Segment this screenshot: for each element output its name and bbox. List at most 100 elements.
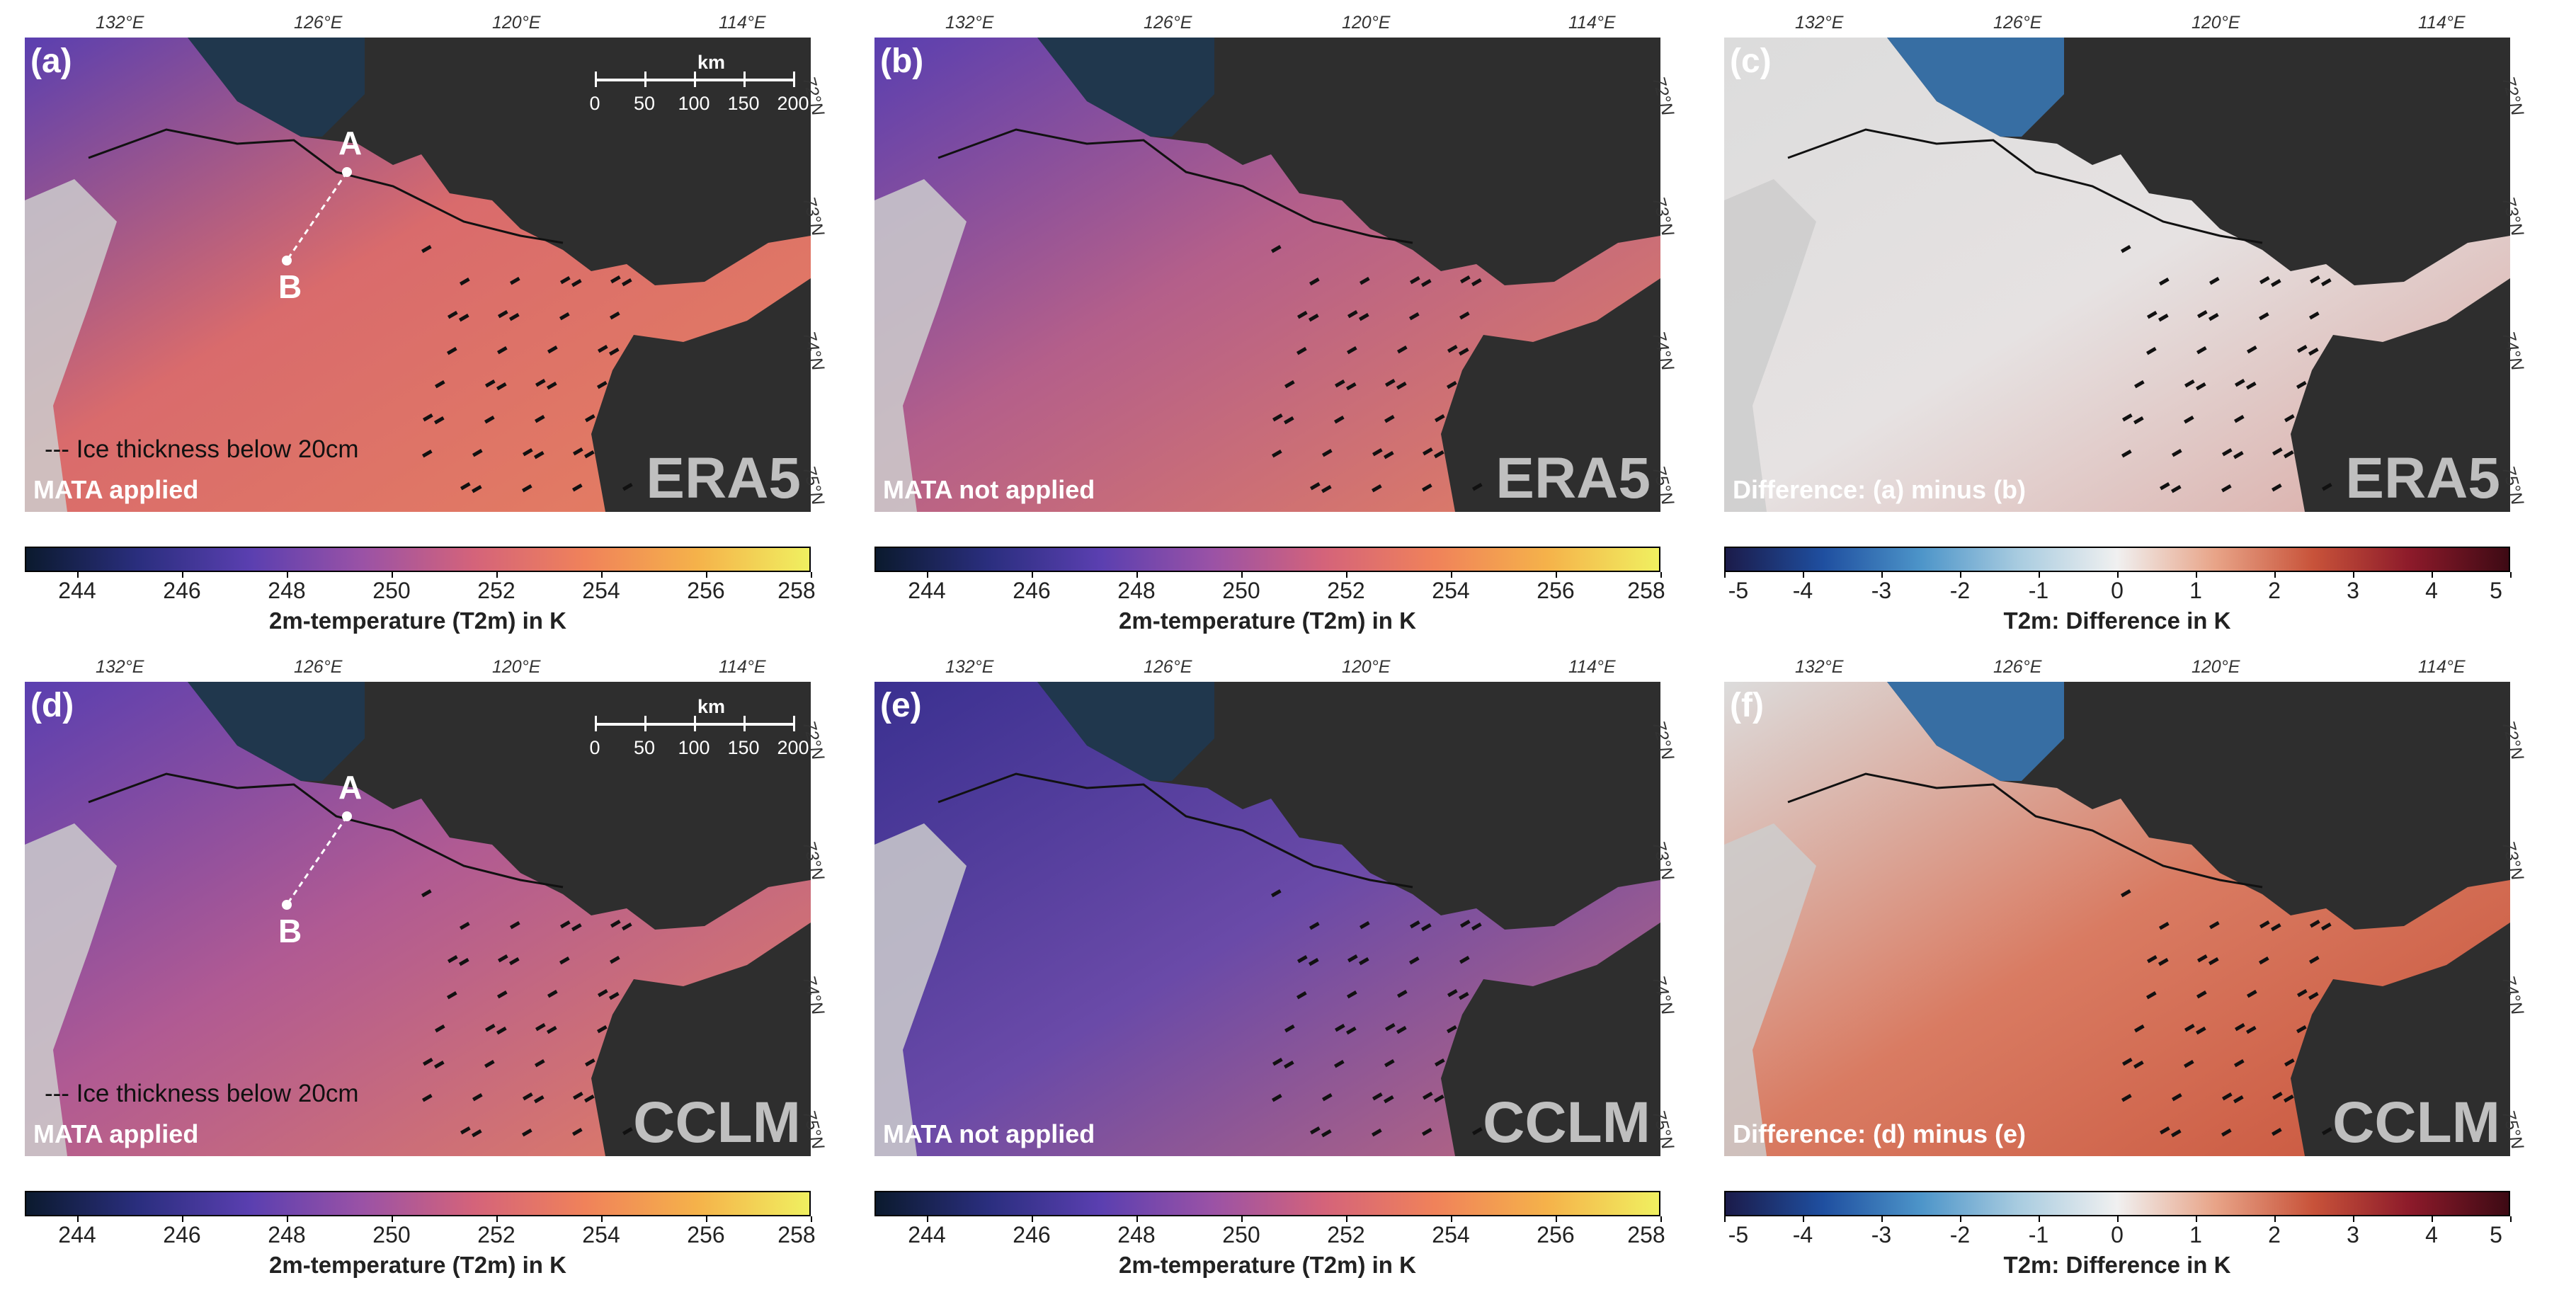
lead-mark <box>1385 379 1396 387</box>
colorbar-tick-label: 252 <box>1327 578 1365 603</box>
lead-mark <box>2209 921 2220 930</box>
longitude-label: 132°E <box>1795 657 1844 677</box>
lead-mark <box>2170 1129 2182 1138</box>
colorbar-tick-mark <box>1660 1216 1662 1222</box>
lead-mark <box>1284 380 1295 389</box>
colorbar-tick-mark <box>2353 572 2354 578</box>
colorbar-tick-mark <box>1803 1216 1804 1222</box>
colorbar <box>1724 1191 2510 1216</box>
longitude-label: 126°E <box>1144 13 1192 33</box>
colorbar-label: 2m-temperature (T2m) in K <box>1119 607 1416 634</box>
lead-mark <box>1334 1060 1345 1068</box>
lead-mark <box>535 415 545 423</box>
lead-mark <box>2247 990 2257 998</box>
lead-mark <box>2146 991 2157 1000</box>
colorbar-tick-label: 5 <box>2490 578 2502 603</box>
colorbar-label: T2m: Difference in K <box>2003 1252 2231 1278</box>
colorbar-tick-mark <box>1241 572 1243 578</box>
colorbar-tick-label: 254 <box>582 1222 620 1247</box>
lead-mark <box>1359 957 1369 966</box>
lead-mark <box>498 954 508 963</box>
lead-mark <box>2196 1027 2206 1035</box>
lead-mark <box>2159 922 2170 930</box>
ice-thickness-legend: --- Ice thickness below 20cm <box>45 1080 359 1107</box>
lead-mark <box>2320 923 2332 931</box>
lead-mark <box>2121 889 2131 898</box>
landmass <box>874 682 1660 1156</box>
lead-mark <box>547 1026 557 1034</box>
lead-mark <box>1459 347 1469 356</box>
lead-mark <box>2170 485 2182 493</box>
lead-mark <box>523 1092 533 1101</box>
colorbar <box>874 1191 1660 1216</box>
lead-mark <box>1309 277 1320 286</box>
model-name: CCLM <box>1483 1090 1651 1155</box>
lead-mark <box>1334 1024 1345 1032</box>
colorbar-tick-mark <box>1346 572 1347 578</box>
lead-mark <box>1423 447 1433 456</box>
lead-mark <box>1296 991 1307 1000</box>
lead-mark <box>510 921 520 930</box>
scale-tick <box>644 716 646 731</box>
lead-mark <box>2234 415 2245 423</box>
colorbar-tick-mark <box>392 572 393 578</box>
colorbar-tick-label: 5 <box>2490 1222 2502 1247</box>
colorbar-tick-label: -5 <box>1728 578 1749 603</box>
point-a-marker <box>342 167 352 177</box>
colorbar-tick-label: 0 <box>2111 578 2124 603</box>
panel-caption: MATA applied <box>33 475 199 504</box>
colorbar-tick-label: 1 <box>2189 1222 2202 1247</box>
longitude-label: 114°E <box>719 657 766 677</box>
lead-mark <box>2121 450 2132 458</box>
scale-tick-label: 50 <box>633 737 656 758</box>
scale-tick <box>793 72 795 87</box>
colorbar-tick-mark <box>1451 572 1452 578</box>
lead-mark <box>1372 448 1383 457</box>
lead-mark <box>1359 313 1369 321</box>
lead-mark <box>571 279 582 287</box>
lead-mark <box>421 245 432 253</box>
colorbar-tick-mark <box>2510 572 2512 578</box>
colorbar-tick-mark <box>2432 1216 2433 1222</box>
colorbar-tick-label: 244 <box>58 1222 96 1247</box>
lead-mark <box>2309 919 2320 928</box>
colorbar-tick-mark <box>2510 1216 2512 1222</box>
lead-mark <box>1422 484 1432 492</box>
lead-mark <box>585 414 595 423</box>
lead-mark <box>2146 311 2158 319</box>
colorbar-tick-mark <box>1556 572 1557 578</box>
lead-mark <box>1346 1027 1357 1035</box>
colorbar-tick-mark <box>2274 1216 2276 1222</box>
lead-mark <box>1309 958 1319 966</box>
lead-mark <box>1459 919 1471 928</box>
lead-mark <box>1372 1128 1382 1137</box>
colorbar-tick-label: 250 <box>372 578 411 603</box>
model-name: ERA5 <box>2345 446 2500 510</box>
lead-mark <box>1397 345 1408 354</box>
northern-shelf <box>1887 38 2064 137</box>
colorbar-tick-mark <box>2196 572 2197 578</box>
map-panel-c: 132°E 126°E 120°E 114°E (c) Difference: (a) m… <box>1724 0 2527 634</box>
lead-mark <box>434 1061 445 1069</box>
lead-mark <box>2296 381 2307 389</box>
lead-mark <box>2146 955 2158 964</box>
lead-mark <box>2122 413 2133 422</box>
lead-mark <box>2247 345 2257 354</box>
landmass <box>874 38 1660 512</box>
colorbar-tick-label: 256 <box>1537 578 1575 603</box>
lead-mark <box>459 313 469 322</box>
map-area: (d) MATA applied CCLM --- Ice thickness bel… <box>25 682 811 1156</box>
scale-tick <box>743 716 746 731</box>
map-area: (c) Difference: (a) minus (b) ERA5 <box>1724 38 2510 512</box>
colorbar-tick-label: 3 <box>2347 578 2359 603</box>
lead-mark <box>472 1129 482 1138</box>
lead-mark <box>610 919 621 928</box>
lead-mark <box>1459 956 1470 964</box>
lead-mark <box>2272 1128 2282 1136</box>
colorbar-tick-mark <box>2039 1216 2040 1222</box>
lead-mark <box>2234 1059 2245 1068</box>
ice-thickness-contour <box>937 772 1413 889</box>
lead-mark <box>497 990 508 999</box>
colorbar-tick-mark <box>1660 572 1662 578</box>
lead-mark <box>1334 416 1345 424</box>
